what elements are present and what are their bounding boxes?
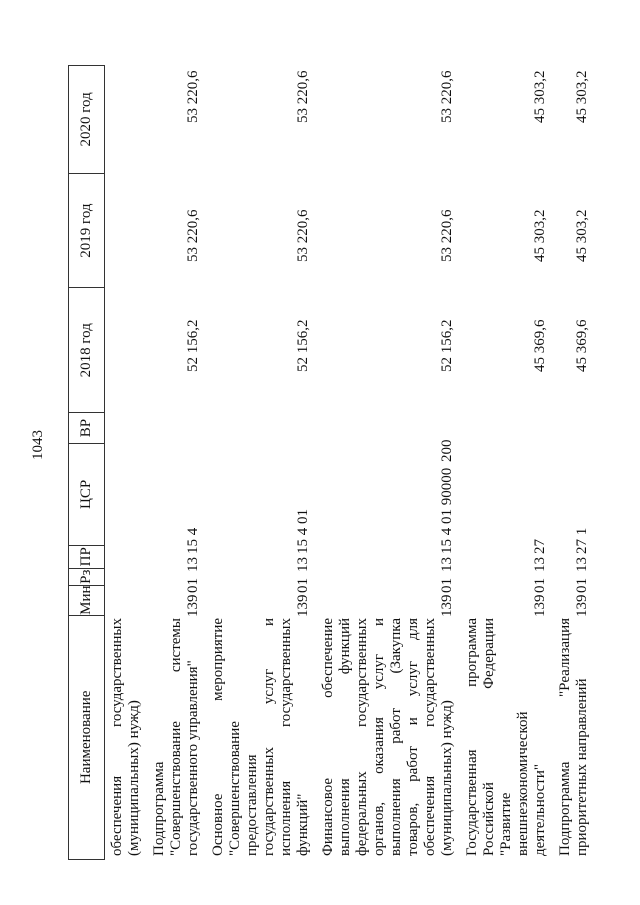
header-name: Наименование [69,614,104,859]
cell-y2019: 53 220,6 [439,209,455,263]
name-line: органов, оказания услуг и [371,618,387,856]
cell-pr: 13 [532,557,548,572]
name-line: "Совершенствование системы [168,618,184,856]
table-header: Наименование Мин Рз ПР ЦСР ВР 2018 год 2… [68,65,105,860]
header-2019: 2019 год [69,172,104,288]
table-row: Подпрограмма "Совершенствование системы го… [151,65,202,860]
name-line: выполнения работ (Закупка [388,618,404,856]
cell-min: 139 [439,594,455,618]
name-line: Основное мероприятие [210,618,226,856]
name-line: деятельности" [532,764,548,856]
name-line: "Совершенствование [227,721,243,856]
header-vr: ВР [69,412,104,444]
cell-y2018: 45 369,6 [574,319,590,373]
cell-rz: 01 [532,578,548,593]
cell-y2020: 45 303,2 [532,70,548,124]
row-name: Подпрограмма "Совершенствование системы го… [151,618,202,860]
row-name: Подпрограмма "Реализация приоритетных нап… [557,618,591,860]
cell-csr: 27 1 [574,527,590,554]
name-line: (муниципальных) нужд) [126,700,142,856]
cell-y2020: 53 220,6 [185,70,201,124]
cell-pr: 13 [185,557,201,572]
cell-y2018: 52 156,2 [439,319,455,373]
cell-rz: 01 [185,578,201,593]
table-row: Государственная программа Российской Феде… [464,65,549,860]
name-line: Российской Федерации [481,618,497,856]
cell-y2020: 53 220,6 [439,70,455,124]
row-name: Финансовое обеспечение выполнения функций… [320,618,456,860]
cell-y2018: 52 156,2 [295,319,311,373]
cell-pr: 13 [295,557,311,572]
name-line: функций" [295,793,311,856]
header-min: Мин [69,584,104,615]
cell-csr: 27 [532,539,548,554]
cell-y2020: 45 303,2 [574,70,590,124]
cell-min: 139 [532,594,548,618]
name-line: Финансовое обеспечение [320,618,336,856]
name-line: государственного управления" [185,660,201,856]
table-row: обеспечения государственных (муниципальны… [109,65,143,860]
cell-rz: 01 [439,578,455,593]
name-line: обеспечения государственных [109,618,125,856]
cell-y2019: 45 303,2 [574,209,590,263]
cell-y2019: 45 303,2 [532,209,548,263]
header-pr: ПР [69,544,104,568]
cell-csr: 15 4 [185,527,201,554]
cell-y2019: 53 220,6 [185,209,201,263]
cell-min: 139 [574,594,590,618]
cell-y2018: 52 156,2 [185,319,201,373]
name-line: "Развитие [498,792,514,856]
table-row: Подпрограмма "Реализация приоритетных нап… [557,65,591,860]
name-line: государственных услуг и [261,618,277,856]
header-2020: 2020 год [78,92,94,147]
header-rz: Рз [69,567,104,585]
name-line: федеральных государственных [354,618,370,856]
name-line: Государственная программа [464,618,480,856]
header-2018: 2018 год [69,287,104,413]
row-name: обеспечения государственных (муниципальны… [109,618,143,860]
name-line: предоставления [244,754,260,856]
cell-y2019: 53 220,6 [295,209,311,263]
cell-min: 139 [295,594,311,618]
name-line: исполнения государственных [278,618,294,856]
name-line: (муниципальных) нужд) [439,700,455,856]
cell-vr: 200 [439,439,455,463]
name-line: Подпрограмма [151,761,167,856]
cell-rz: 01 [574,578,590,593]
cell-y2018: 45 369,6 [532,319,548,373]
row-name: Основное мероприятие "Совершенствование пр… [210,618,312,860]
name-line: выполнения функций [337,618,353,856]
page-number: 1043 [30,430,46,460]
name-line: приоритетных направлений [574,678,590,857]
table-row: Основное мероприятие "Совершенствование пр… [210,65,312,860]
cell-rz: 01 [295,578,311,593]
name-line: внешнеэкономической [515,711,531,856]
name-line: Подпрограмма "Реализация [557,618,573,856]
cell-csr: 15 4 01 [295,509,311,554]
table-row: Финансовое обеспечение выполнения функций… [320,65,456,860]
cell-y2020: 53 220,6 [295,70,311,124]
header-csr: ЦСР [69,443,104,545]
name-line: обеспечения государственных [422,618,438,856]
cell-min: 139 [185,594,201,618]
cell-csr: 15 4 01 90000 [439,467,455,554]
table-body: обеспечения государственных (муниципальны… [106,65,591,860]
name-line: товаров, работ и услуг для [405,618,421,856]
cell-pr: 13 [439,557,455,572]
cell-pr: 13 [574,557,590,572]
row-name: Государственная программа Российской Феде… [464,618,549,860]
